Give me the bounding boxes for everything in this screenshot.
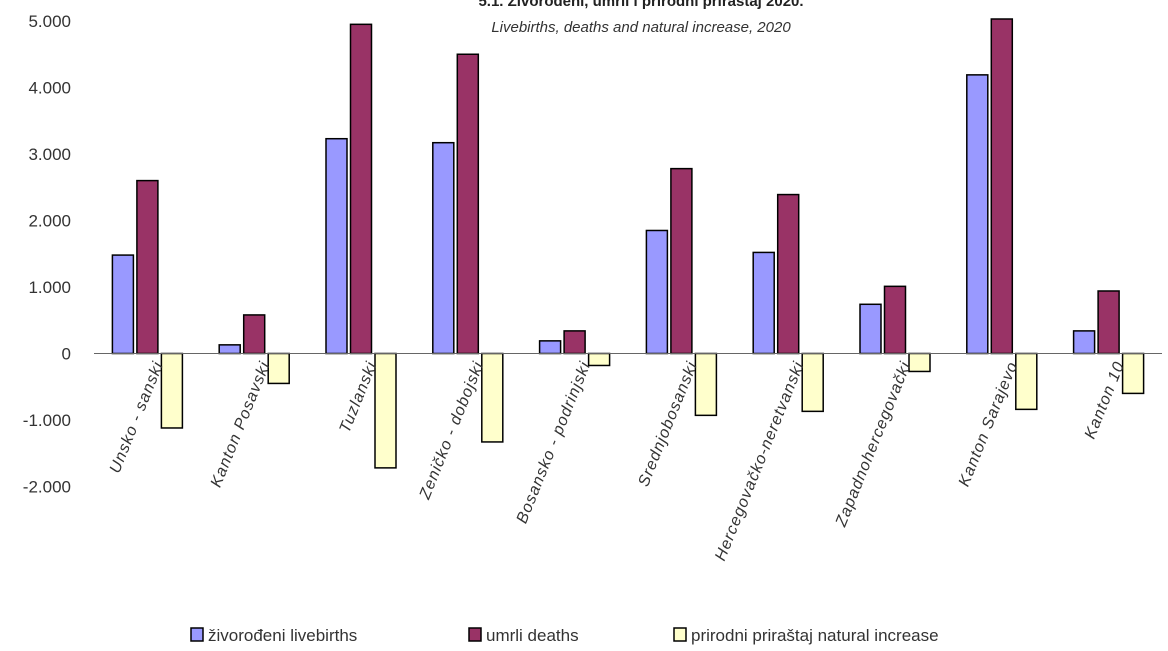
y-tick-label: -1.000 (23, 411, 71, 430)
bar-livebirths (538, 340, 562, 355)
bar-natural-increase (801, 352, 824, 413)
legend-label: prirodni priraštaj natural increase (691, 626, 939, 645)
x-tick-label: Zeničko - dobojski (416, 359, 487, 503)
bar-livebirths (325, 137, 348, 355)
bar-livebirths (218, 344, 241, 355)
x-axis: Unsko - sanski Kanton Posavski Tuzlanski Ze… (94, 353, 1162, 563)
chart-title: 5.1. Živorođeni, umrli i prirodni priraš… (478, 0, 803, 10)
legend-swatch (673, 627, 687, 642)
bar-natural-increase (694, 352, 718, 417)
x-tick-label: Bosansko - podrinjski (514, 359, 595, 526)
bar-deaths (349, 23, 373, 355)
bar-deaths (563, 330, 586, 355)
bar-natural-increase (1121, 352, 1145, 395)
legend-swatch (468, 627, 482, 642)
y-tick-label: 3.000 (28, 145, 71, 164)
x-tick-label: Unsko - sanski (107, 359, 167, 476)
x-tick-label: Srednjobosanski (635, 359, 701, 489)
y-tick-label: 4.000 (28, 79, 71, 98)
y-tick-label: 1.000 (28, 278, 71, 297)
bar-deaths (776, 193, 800, 355)
bar-livebirths (111, 254, 135, 355)
bar-livebirths (1072, 330, 1096, 355)
x-tick-label: Tuzlanski (337, 359, 381, 435)
x-tick-label: Zapadnohercegovački (832, 359, 914, 530)
bar-livebirths (966, 74, 989, 355)
bar-natural-increase (587, 352, 611, 367)
legend-label: umrli deaths (486, 626, 579, 645)
bar-livebirths (432, 141, 455, 355)
bar-deaths (456, 53, 480, 355)
x-tick-label: Kanton 10 (1082, 359, 1128, 441)
legend-swatch (190, 627, 204, 642)
legend-label: živorođeni livebirths (208, 626, 357, 645)
y-axis: 5.000 4.000 3.000 2.000 1.000 0 -1.000 -2.000 (23, 12, 71, 497)
y-tick-label: 5.000 (28, 12, 71, 31)
bar-deaths (990, 18, 1014, 355)
bar-natural-increase (1015, 352, 1038, 411)
bar-deaths (670, 167, 693, 355)
bar-deaths (883, 285, 907, 355)
x-tick-label: Kanton Sarajevo (956, 359, 1022, 489)
y-tick-label: -2.000 (23, 478, 71, 497)
x-tick-label: Kanton Posavski (208, 359, 274, 490)
x-tick-label: Hercegovačko-neretvanski (712, 359, 808, 563)
bar-deaths (136, 179, 159, 355)
bar-livebirths (752, 251, 775, 355)
bar-livebirths (859, 303, 882, 355)
bar-deaths (242, 314, 266, 355)
bars (111, 18, 1145, 469)
bar-deaths (1097, 290, 1120, 355)
bar-livebirths (645, 229, 669, 355)
chart-subtitle: Livebirths, deaths and natural increase,… (491, 19, 791, 36)
legend: živorođeni livebirths umrli deaths prirodn… (190, 626, 939, 645)
y-tick-label: 2.000 (28, 212, 71, 231)
y-tick-label: 0 (62, 345, 71, 364)
